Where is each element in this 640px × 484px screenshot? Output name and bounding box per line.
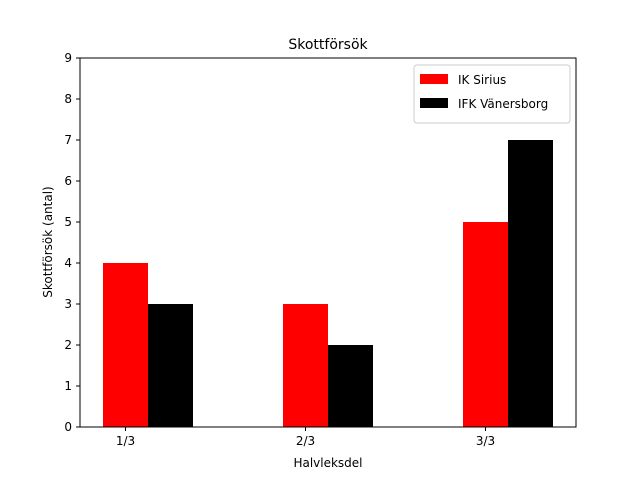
y-axis-ticks: 0 1 2 3 4 5 6 7 8 9 <box>64 51 80 434</box>
y-tick-label: 8 <box>64 92 72 106</box>
bar-2-2-3 <box>328 345 373 427</box>
bar-1-2-3 <box>283 304 328 427</box>
y-tick-label: 5 <box>64 215 72 229</box>
y-tick-label: 4 <box>64 256 72 270</box>
bar-2-3-3 <box>508 140 553 427</box>
y-tick-label: 7 <box>64 133 72 147</box>
y-tick-label: 1 <box>64 379 72 393</box>
x-axis-label: Halvleksdel <box>293 456 362 470</box>
legend-label-1: IK Sirius <box>458 73 506 87</box>
legend-frame <box>413 64 571 124</box>
legend-label-2: IFK Vänersborg <box>458 97 548 111</box>
y-tick-label: 9 <box>64 51 72 65</box>
y-tick-label: 3 <box>64 297 72 311</box>
bar-1-1-3 <box>103 263 148 427</box>
x-tick-label: 2/3 <box>296 434 315 448</box>
bar-1-3-3 <box>463 222 508 427</box>
y-axis-label: Skottförsök (antal) <box>41 186 55 297</box>
x-tick-label: 3/3 <box>476 434 495 448</box>
y-tick-label: 6 <box>64 174 72 188</box>
chart-title: Skottförsök <box>288 37 368 53</box>
legend: IK Sirius IFK Vänersborg <box>413 64 571 124</box>
plot-frame <box>79 57 577 428</box>
x-tick-label: 1/3 <box>116 434 135 448</box>
x-axis-ticks: 1/3 2/3 3/3 <box>116 427 495 448</box>
legend-swatch-2 <box>420 98 448 108</box>
legend-swatch-1 <box>420 74 448 84</box>
y-tick-label: 0 <box>64 420 72 434</box>
bars-group <box>103 140 553 427</box>
bar-2-1-3 <box>148 304 193 427</box>
y-tick-label: 2 <box>64 338 72 352</box>
